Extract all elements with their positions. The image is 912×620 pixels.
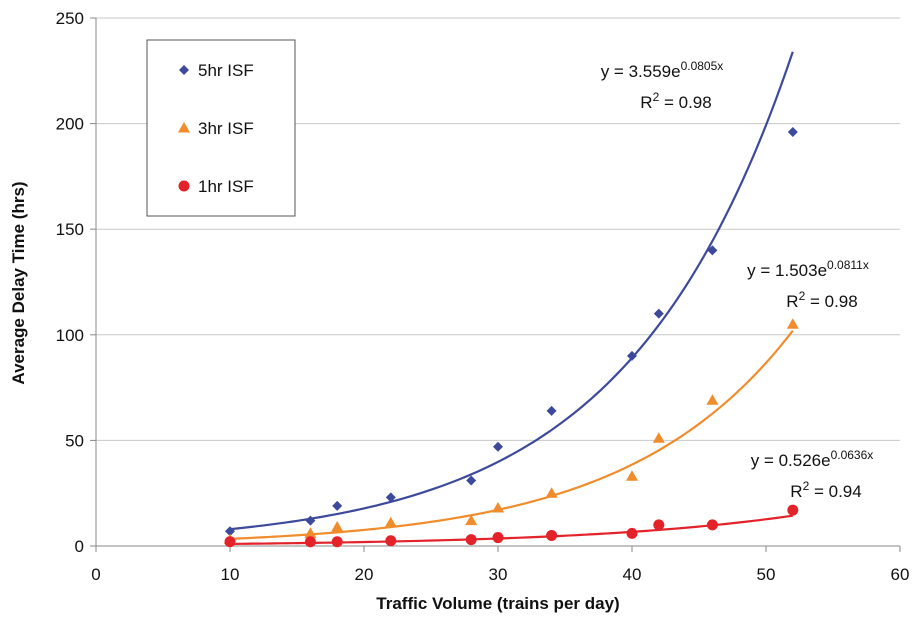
- point-5hr-isf: [466, 475, 477, 486]
- x-tick-label: 20: [355, 565, 374, 584]
- point-3hr-isf: [384, 516, 397, 528]
- equation-base: y = 0.526e: [751, 451, 831, 470]
- point-5hr-isf: [707, 245, 718, 256]
- trend-equation-3hr-isf: y = 1.503e0.0811x: [747, 258, 869, 280]
- trendline-1hr-isf: [229, 514, 793, 545]
- point-1hr-isf: [787, 504, 799, 516]
- trendline-3hr-isf: [229, 329, 794, 540]
- point-5hr-isf: [493, 441, 503, 452]
- legend-marker-5hr-isf: [179, 65, 189, 75]
- r-squared-superscript: 2: [803, 479, 810, 493]
- trend-equation-1hr-isf: y = 0.526e0.0636x: [751, 448, 874, 470]
- point-3hr-isf: [492, 501, 504, 513]
- equation-exponent: 0.0811x: [827, 258, 869, 272]
- legend-box: [146, 39, 296, 217]
- x-tick-label: 30: [489, 565, 508, 584]
- legend-label-1hr-isf: 1hr ISF: [198, 177, 254, 196]
- trend-equation-5hr-isf: y = 3.559e0.0805x: [601, 59, 724, 81]
- point-3hr-isf: [786, 318, 799, 329]
- x-tick-label: 50: [757, 565, 776, 584]
- y-tick-label: 250: [56, 9, 84, 28]
- point-1hr-isf: [492, 532, 504, 544]
- legend: 5hr ISF 3hr ISF 1hr ISF: [146, 39, 296, 217]
- r-squared-symbol: R: [640, 93, 652, 112]
- point-5hr-isf: [332, 500, 343, 511]
- point-1hr-isf: [465, 534, 477, 546]
- point-3hr-isf: [706, 394, 719, 405]
- point-1hr-isf: [331, 536, 343, 548]
- point-1hr-isf: [626, 527, 638, 539]
- y-axis-title: Average Delay Time (hrs): [9, 181, 28, 384]
- r-squared-1hr-isf: R2 = 0.94: [790, 479, 861, 501]
- r-squared-value: = 0.98: [659, 93, 711, 112]
- point-1hr-isf: [385, 535, 397, 547]
- x-tick-label: 40: [623, 565, 642, 584]
- x-tick-label: 0: [91, 565, 100, 584]
- point-5hr-isf: [627, 350, 637, 361]
- r-squared-3hr-isf: R2 = 0.98: [786, 289, 857, 311]
- point-3hr-isf: [545, 487, 558, 498]
- point-3hr-isf: [304, 527, 317, 538]
- equation-exponent: 0.0805x: [681, 59, 724, 73]
- point-5hr-isf: [546, 405, 557, 416]
- point-1hr-isf: [546, 529, 558, 541]
- r-squared-superscript: 2: [653, 90, 660, 104]
- r-squared-symbol: R: [786, 292, 798, 311]
- x-tick-label: 60: [891, 565, 910, 584]
- r-squared-superscript: 2: [799, 289, 806, 303]
- equation-base: y = 1.503e: [747, 261, 827, 280]
- legend-label-5hr-isf: 5hr ISF: [198, 61, 254, 80]
- data-points: [224, 127, 799, 548]
- equation-base: y = 3.559e: [601, 62, 681, 81]
- point-1hr-isf: [706, 519, 718, 531]
- point-5hr-isf: [787, 127, 798, 138]
- point-5hr-isf: [305, 515, 316, 526]
- r-squared-value: = 0.94: [809, 482, 861, 501]
- point-1hr-isf: [304, 536, 316, 548]
- point-5hr-isf: [385, 492, 396, 503]
- y-tick-label: 100: [56, 326, 84, 345]
- point-3hr-isf: [652, 432, 665, 443]
- point-3hr-isf: [465, 514, 478, 526]
- trendline-5hr-isf: [229, 51, 794, 531]
- y-tick-label: 0: [75, 537, 84, 556]
- legend-label-3hr-isf: 3hr ISF: [198, 119, 254, 138]
- r-squared-5hr-isf: R2 = 0.98: [640, 90, 711, 112]
- x-axis-title: Traffic Volume (trains per day): [376, 594, 619, 613]
- point-5hr-isf: [225, 526, 235, 537]
- point-5hr-isf: [653, 308, 664, 319]
- equation-exponent: 0.0636x: [831, 448, 874, 462]
- point-1hr-isf: [224, 536, 236, 548]
- y-tick-label: 150: [56, 220, 84, 239]
- y-tick-label: 50: [65, 431, 84, 450]
- legend-marker-3hr-isf: [178, 122, 190, 133]
- point-1hr-isf: [653, 519, 665, 531]
- axes: 0 50 100 150 200 250 0 10 20 30 40 50 60: [56, 9, 910, 584]
- x-tick-label: 10: [221, 565, 240, 584]
- legend-marker-1hr-isf: [178, 180, 190, 192]
- r-squared-symbol: R: [790, 482, 802, 501]
- point-3hr-isf: [626, 470, 638, 481]
- trendlines: [229, 51, 794, 545]
- y-tick-label: 200: [56, 115, 84, 134]
- point-3hr-isf: [331, 520, 344, 532]
- r-squared-value: = 0.98: [805, 292, 857, 311]
